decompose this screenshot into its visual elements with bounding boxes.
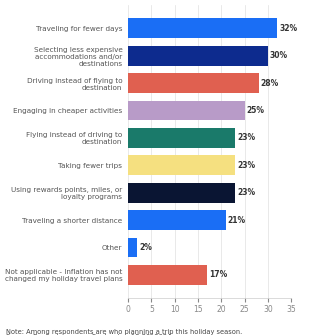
Text: 2%: 2%	[139, 243, 152, 252]
Text: 30%: 30%	[270, 51, 288, 60]
Text: 23%: 23%	[237, 133, 255, 142]
Text: 23%: 23%	[237, 161, 255, 170]
Bar	[128, 100, 244, 120]
Bar	[128, 73, 259, 93]
Bar	[128, 18, 277, 38]
Bar	[128, 265, 207, 285]
Text: 17%: 17%	[209, 270, 228, 279]
Text: 25%: 25%	[246, 106, 264, 115]
Text: Source: Bankrate survey, September 18-20, 2024: Source: Bankrate survey, September 18-20…	[6, 334, 172, 335]
Bar	[128, 46, 268, 66]
Text: 21%: 21%	[228, 216, 246, 225]
Bar	[128, 210, 226, 230]
Text: 23%: 23%	[237, 188, 255, 197]
Text: 32%: 32%	[279, 24, 297, 33]
Text: Note: Among respondents are who planning a trip this holiday season.: Note: Among respondents are who planning…	[6, 329, 243, 335]
Text: 28%: 28%	[260, 78, 279, 87]
Bar	[128, 238, 137, 257]
Bar	[128, 155, 235, 175]
Bar	[128, 183, 235, 203]
Bar	[128, 128, 235, 148]
